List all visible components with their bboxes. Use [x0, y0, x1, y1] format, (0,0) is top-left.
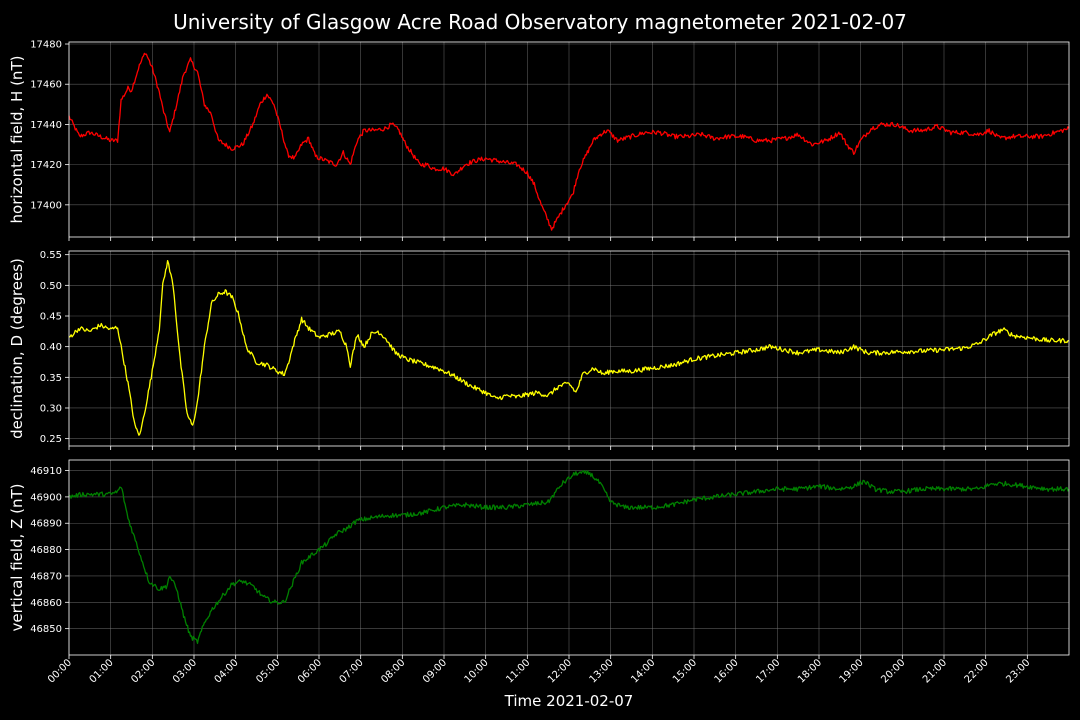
- x-tick-label: 04:00: [213, 657, 241, 685]
- x-tick-label: 22:00: [963, 657, 991, 685]
- x-tick-label: 12:00: [546, 657, 574, 685]
- x-tick-label: 23:00: [1004, 657, 1032, 685]
- x-tick-label: 05:00: [254, 657, 282, 685]
- y-tick-label: 0.25: [40, 434, 62, 445]
- x-tick-label: 08:00: [379, 657, 407, 685]
- plot-frame: [68, 250, 1070, 447]
- x-tick-label: 01:00: [88, 657, 116, 685]
- y-tick-label: 0.55: [40, 250, 62, 261]
- x-tick-label: 03:00: [171, 657, 199, 685]
- x-tick-label: 19:00: [838, 657, 866, 685]
- plot-frame: [68, 459, 1070, 656]
- panel-1: 17400 17420 17440 17460 17480 horizontal fiel…: [8, 40, 1070, 241]
- panel-3: 00:00 01:00 02:00 03:00 04:00 05:00 06:00 07:00…: [8, 459, 1070, 686]
- y-tick-label: 46870: [30, 571, 62, 582]
- y-tick-label: 46880: [30, 545, 62, 556]
- x-tick-label: 16:00: [713, 657, 741, 685]
- panel-2: 0.25 0.30 0.35 0.40 0.45 0.50 0.55 declination,…: [8, 250, 1070, 450]
- series-line: [68, 470, 1070, 645]
- x-tick-label: 07:00: [338, 657, 366, 685]
- series-line: [69, 259, 1070, 436]
- y-axis-label: declination, D (degrees): [8, 258, 26, 439]
- y-tick-label: 17400: [30, 200, 62, 211]
- x-tick-label: 17:00: [754, 657, 782, 685]
- series-line: [68, 52, 1070, 231]
- y-tick-label: 46900: [30, 492, 62, 503]
- x-tick-label: 09:00: [421, 657, 449, 685]
- y-tick-label: 46890: [30, 519, 62, 530]
- y-tick-label: 46910: [30, 466, 62, 477]
- x-tick-label: 15:00: [671, 657, 699, 685]
- y-tick-label: 0.35: [40, 373, 62, 384]
- x-tick-label: 18:00: [796, 657, 824, 685]
- x-axis-label: Time 2021-02-07: [504, 692, 634, 710]
- y-tick-label: 0.50: [40, 281, 62, 292]
- plot-frame: [68, 41, 1070, 238]
- chart-title: University of Glasgow Acre Road Observat…: [173, 10, 907, 34]
- x-tick-label: 11:00: [504, 657, 532, 685]
- x-tick-label: 06:00: [296, 657, 324, 685]
- y-tick-label: 46850: [30, 624, 62, 635]
- y-tick-label: 0.45: [40, 312, 62, 323]
- x-tick-label: 21:00: [921, 657, 949, 685]
- y-tick-label: 0.30: [40, 403, 62, 414]
- y-tick-label: 17460: [30, 80, 62, 91]
- y-axis-label: horizontal field, H (nT): [8, 56, 26, 224]
- y-axis-label: vertical field, Z (nT): [8, 483, 26, 631]
- x-tick-label: 02:00: [129, 657, 157, 685]
- x-tick-label: 20:00: [879, 657, 907, 685]
- x-tick-label: 14:00: [629, 657, 657, 685]
- y-tick-label: 17480: [30, 40, 62, 51]
- x-tick-label: 10:00: [463, 657, 491, 685]
- y-tick-label: 46860: [30, 598, 62, 609]
- y-tick-label: 0.40: [40, 342, 62, 353]
- y-tick-label: 17420: [30, 160, 62, 171]
- y-tick-label: 17440: [30, 120, 62, 131]
- x-tick-label: 00:00: [46, 657, 74, 685]
- x-tick-label: 13:00: [588, 657, 616, 685]
